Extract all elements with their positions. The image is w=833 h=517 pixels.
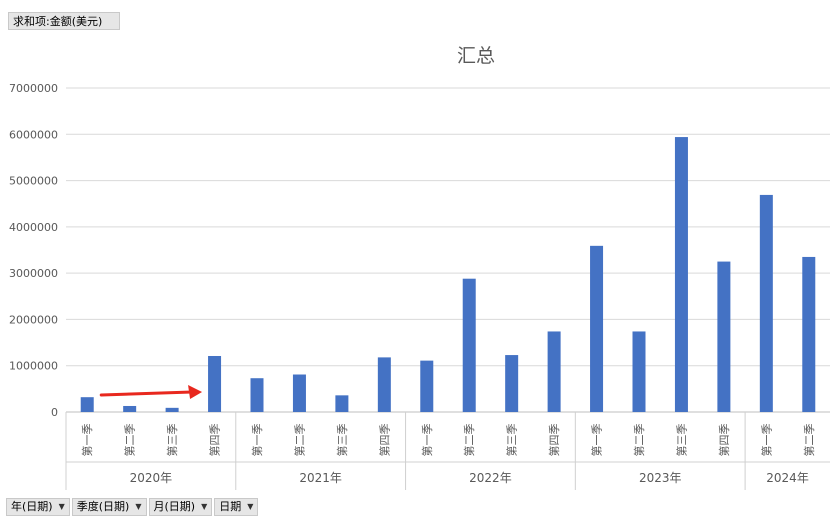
bar — [759, 194, 773, 412]
bar — [462, 278, 476, 412]
annotation-arrow-head-icon — [188, 385, 203, 399]
year-field-button[interactable]: 年(日期) ▼ — [6, 498, 70, 516]
bar — [208, 355, 222, 412]
bar — [377, 357, 391, 412]
category-label: 第二季 — [462, 424, 476, 457]
bar — [420, 360, 434, 412]
dropdown-arrow-icon[interactable]: ▼ — [135, 502, 142, 511]
axis-field-buttons: 年(日期) ▼ 季度(日期) ▼ 月(日期) ▼ 日期 ▼ — [6, 498, 259, 516]
annotation-arrow-shaft — [99, 390, 194, 397]
group-label: 2021年 — [299, 471, 342, 485]
category-label: 第二季 — [632, 424, 646, 457]
bar — [802, 256, 816, 412]
dropdown-arrow-icon[interactable]: ▼ — [58, 502, 65, 511]
quarter-field-button[interactable]: 季度(日期) ▼ — [71, 498, 147, 516]
category-label: 第一季 — [759, 424, 773, 457]
y-tick-label: 5000000 — [9, 175, 58, 188]
category-label: 第四季 — [717, 424, 731, 457]
quarter-field-label: 季度(日期) — [76, 500, 130, 513]
y-tick-label: 6000000 — [9, 128, 58, 141]
y-tick-label: 3000000 — [9, 267, 58, 280]
month-field-button[interactable]: 月(日期) ▼ — [148, 498, 213, 516]
group-label: 2022年 — [469, 471, 512, 485]
y-tick-label: 4000000 — [9, 221, 58, 234]
date-field-button[interactable]: 日期 ▼ — [214, 498, 259, 516]
bar — [123, 405, 137, 412]
group-label: 2020年 — [130, 471, 173, 485]
chart-title: 汇总 — [457, 45, 495, 67]
category-label: 第三季 — [165, 424, 179, 457]
category-label: 第一季 — [80, 424, 94, 457]
y-tick-label: 1000000 — [9, 360, 58, 373]
bar — [80, 397, 94, 412]
bar — [717, 261, 731, 412]
category-label: 第一季 — [250, 424, 264, 457]
bar — [632, 331, 646, 412]
y-tick-label: 0 — [51, 406, 58, 419]
category-label: 第二季 — [802, 424, 816, 457]
category-label: 第一季 — [590, 424, 604, 457]
category-label: 第三季 — [674, 424, 688, 457]
month-field-label: 月(日期) — [153, 500, 196, 513]
value-field-button[interactable]: 求和项:金额(美元) — [8, 12, 120, 30]
category-label: 第一季 — [420, 424, 434, 457]
bar — [674, 137, 688, 412]
bar — [165, 407, 179, 412]
y-tick-label: 7000000 — [9, 82, 58, 95]
dropdown-arrow-icon[interactable]: ▼ — [247, 502, 254, 511]
bar — [292, 374, 306, 412]
group-label: 2024年 — [766, 471, 809, 485]
category-label: 第四季 — [377, 424, 391, 457]
bar — [547, 331, 561, 412]
category-label: 第二季 — [292, 424, 306, 457]
category-label: 第二季 — [123, 424, 137, 457]
category-label: 第四季 — [547, 424, 561, 457]
bar — [505, 355, 519, 412]
dropdown-arrow-icon[interactable]: ▼ — [201, 502, 208, 511]
bar — [590, 245, 604, 412]
group-label: 2023年 — [639, 471, 682, 485]
category-label: 第三季 — [505, 423, 519, 456]
year-field-label: 年(日期) — [11, 500, 53, 513]
category-label: 第三季 — [335, 424, 349, 457]
bar — [250, 378, 264, 412]
date-field-label: 日期 — [219, 500, 242, 513]
category-label: 第四季 — [208, 424, 222, 457]
y-tick-label: 2000000 — [9, 313, 58, 326]
bar — [335, 395, 349, 412]
